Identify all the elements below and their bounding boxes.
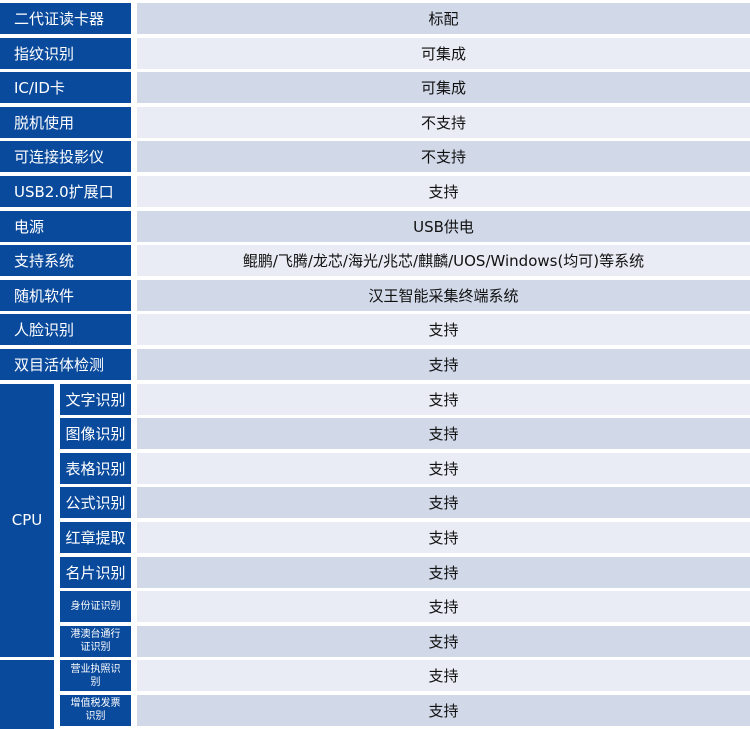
spec-label: 脱机使用 bbox=[0, 106, 131, 138]
spec-sub-label: 增值税发票识别 bbox=[60, 694, 131, 726]
spec-value: 支持 bbox=[137, 383, 750, 415]
spec-sub-label: 表格识别 bbox=[60, 452, 131, 484]
spec-sub-label: 红章提取 bbox=[60, 521, 131, 553]
spec-value: 支持 bbox=[137, 418, 750, 450]
spec-label: 支持系统 bbox=[0, 245, 131, 277]
spec-value: 支持 bbox=[137, 175, 750, 207]
spec-sub-label: 身份证识别 bbox=[60, 591, 131, 623]
spec-value: 不支持 bbox=[137, 106, 750, 138]
group-label bbox=[0, 660, 54, 729]
spec-label: 指纹识别 bbox=[0, 37, 131, 69]
spec-value: USB供电 bbox=[137, 210, 750, 242]
spec-value: 鲲鹏/飞腾/龙芯/海光/兆芯/麒麟/UOS/Windows(均可)等系统 bbox=[137, 245, 750, 277]
spec-value: 支持 bbox=[137, 452, 750, 484]
spec-label: 电源 bbox=[0, 210, 131, 242]
group-label: CPU bbox=[0, 383, 54, 657]
spec-value: 支持 bbox=[137, 487, 750, 519]
spec-label: 人脸识别 bbox=[0, 314, 131, 346]
spec-value: 支持 bbox=[137, 694, 750, 726]
spec-value: 可集成 bbox=[137, 37, 750, 69]
spec-label: 双目活体检测 bbox=[0, 348, 131, 380]
spec-label: 随机软件 bbox=[0, 279, 131, 311]
spec-value: 汉王智能采集终端系统 bbox=[137, 279, 750, 311]
spec-label: IC/ID卡 bbox=[0, 72, 131, 104]
spec-value: 支持 bbox=[137, 314, 750, 346]
spec-value: 支持 bbox=[137, 625, 750, 657]
spec-label: 二代证读卡器 bbox=[0, 3, 131, 34]
spec-value: 支持 bbox=[137, 591, 750, 623]
spec-sub-label: 文字识别 bbox=[60, 383, 131, 415]
spec-sub-label: 营业执照识别 bbox=[60, 660, 131, 692]
spec-sub-label: 公式识别 bbox=[60, 487, 131, 519]
spec-label: USB2.0扩展口 bbox=[0, 175, 131, 207]
spec-value: 支持 bbox=[137, 521, 750, 553]
spec-sub-label: 港澳台通行证识别 bbox=[60, 625, 131, 657]
spec-value: 支持 bbox=[137, 348, 750, 380]
spec-value: 可集成 bbox=[137, 72, 750, 104]
spec-value: 不支持 bbox=[137, 141, 750, 173]
spec-sub-label: 名片识别 bbox=[60, 556, 131, 588]
spec-value: 标配 bbox=[137, 3, 750, 34]
spec-sub-label: 图像识别 bbox=[60, 418, 131, 450]
spec-value: 支持 bbox=[137, 660, 750, 692]
spec-value: 支持 bbox=[137, 556, 750, 588]
spec-label: 可连接投影仪 bbox=[0, 141, 131, 173]
